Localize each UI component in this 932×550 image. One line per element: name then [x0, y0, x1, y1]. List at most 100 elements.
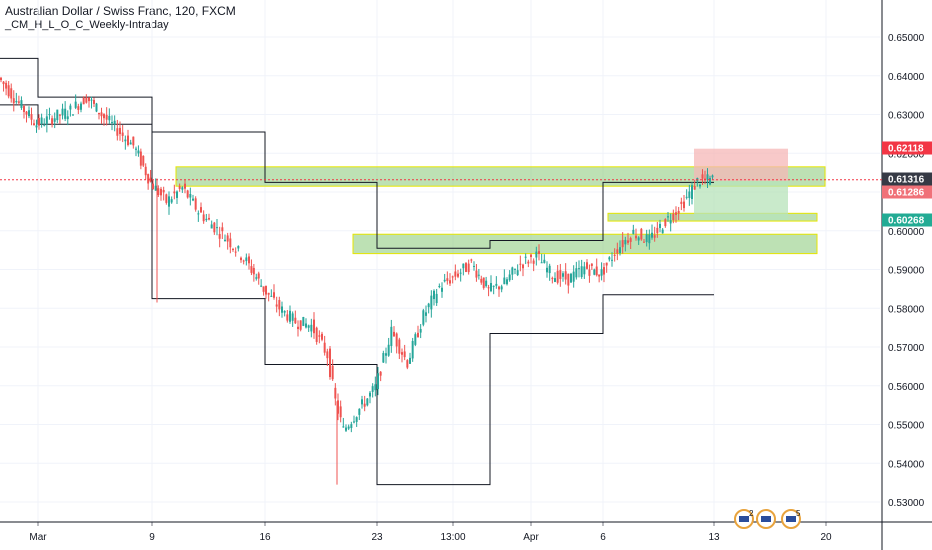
candle-body: [490, 283, 492, 292]
candle-body: [28, 110, 30, 117]
candle-body: [640, 228, 643, 240]
candle-body: [80, 103, 82, 110]
candle-body: [33, 123, 35, 126]
candle-body: [90, 99, 93, 101]
candle-body: [675, 212, 677, 215]
weekly-low-line: [0, 104, 714, 486]
candle-body: [299, 320, 302, 330]
candle-body: [165, 194, 168, 203]
price-tick-label: 0.65000: [888, 33, 925, 44]
event-count: 2: [749, 509, 754, 518]
candle-body: [575, 268, 578, 278]
candle-body: [635, 235, 637, 239]
price-badge-label-target: 0.60268: [888, 216, 925, 227]
candle-body: [64, 108, 67, 119]
candle-body: [202, 214, 205, 222]
take-profit-zone[interactable]: [694, 180, 788, 221]
candle-body: [482, 277, 485, 288]
candle-body: [248, 256, 250, 264]
candle-body: [15, 101, 18, 103]
candle-body: [315, 327, 318, 342]
candle-body: [475, 270, 478, 278]
flag-icon: [761, 516, 771, 522]
flag-icon: [786, 516, 796, 522]
candle-body: [144, 166, 147, 176]
candle-body: [443, 279, 446, 282]
price-badge-target: [882, 213, 932, 227]
candle-body: [127, 135, 129, 146]
candle-body: [93, 99, 95, 104]
candle-body: [457, 273, 459, 277]
candle-body: [685, 196, 688, 198]
candle-body: [105, 114, 108, 120]
candle-body: [294, 317, 297, 324]
candle-body: [35, 125, 38, 128]
price-badge-current: [882, 172, 932, 186]
candle-body: [313, 319, 315, 334]
candle-body: [69, 105, 72, 110]
candle-body: [653, 235, 656, 238]
candle-body: [672, 213, 675, 221]
candle-body: [462, 263, 465, 269]
candle-body: [699, 184, 701, 187]
candle-body: [605, 262, 608, 266]
candle-body: [74, 101, 77, 108]
candle-body: [289, 310, 291, 322]
economic-event-icon[interactable]: 2: [734, 509, 754, 529]
candle-body: [492, 285, 495, 287]
candle-body: [237, 246, 240, 249]
candle-body: [540, 262, 543, 264]
candle-body: [559, 270, 562, 280]
candle-body: [613, 254, 616, 256]
chart-title: Australian Dollar / Swiss Franc, 120, FX…: [5, 4, 236, 18]
candle-body: [168, 196, 170, 207]
candle-body: [234, 251, 237, 253]
candle-body: [221, 227, 224, 232]
candle-body: [593, 269, 596, 275]
candle-body: [10, 88, 13, 99]
candle-body: [669, 220, 672, 224]
candle-body: [170, 199, 173, 203]
candle-body: [680, 201, 683, 204]
candle-body: [226, 235, 229, 242]
candle-body: [77, 106, 80, 110]
candle-body: [142, 155, 145, 166]
candle-body: [451, 276, 454, 278]
candle-body: [659, 223, 661, 229]
candle-body: [664, 219, 667, 227]
candle-body: [103, 114, 105, 119]
candle-body: [129, 142, 132, 145]
candle-body: [393, 331, 395, 337]
price-tick-label: 0.63000: [888, 111, 925, 122]
economic-event-icon[interactable]: [756, 509, 776, 529]
candle-body: [390, 326, 393, 347]
candle-body: [232, 248, 234, 250]
candle-body: [572, 271, 575, 282]
candle-body: [66, 116, 69, 120]
candle-body: [85, 97, 88, 103]
candle-body: [454, 271, 457, 277]
candle-body: [186, 190, 189, 198]
economic-event-icon[interactable]: 5: [781, 509, 801, 529]
candle-body: [98, 112, 100, 115]
candle-body: [371, 386, 374, 392]
candle-body: [706, 174, 709, 180]
time-tick-label: 20: [820, 532, 832, 543]
candle-body: [51, 118, 54, 125]
candle-body: [113, 120, 116, 125]
candle-body: [530, 254, 532, 258]
candle-body: [216, 227, 218, 229]
candle-body: [5, 82, 8, 89]
candle-body: [38, 118, 40, 126]
candle-body: [556, 270, 559, 283]
candle-body: [281, 306, 283, 313]
candle-body: [361, 399, 363, 405]
candle-body: [495, 283, 498, 286]
candle-body: [208, 217, 210, 220]
candle-body: [265, 285, 267, 295]
candle-body: [147, 174, 150, 184]
candle-body: [218, 233, 221, 239]
price-tick-label: 0.55000: [888, 421, 925, 432]
stop-loss-zone[interactable]: [694, 148, 788, 181]
